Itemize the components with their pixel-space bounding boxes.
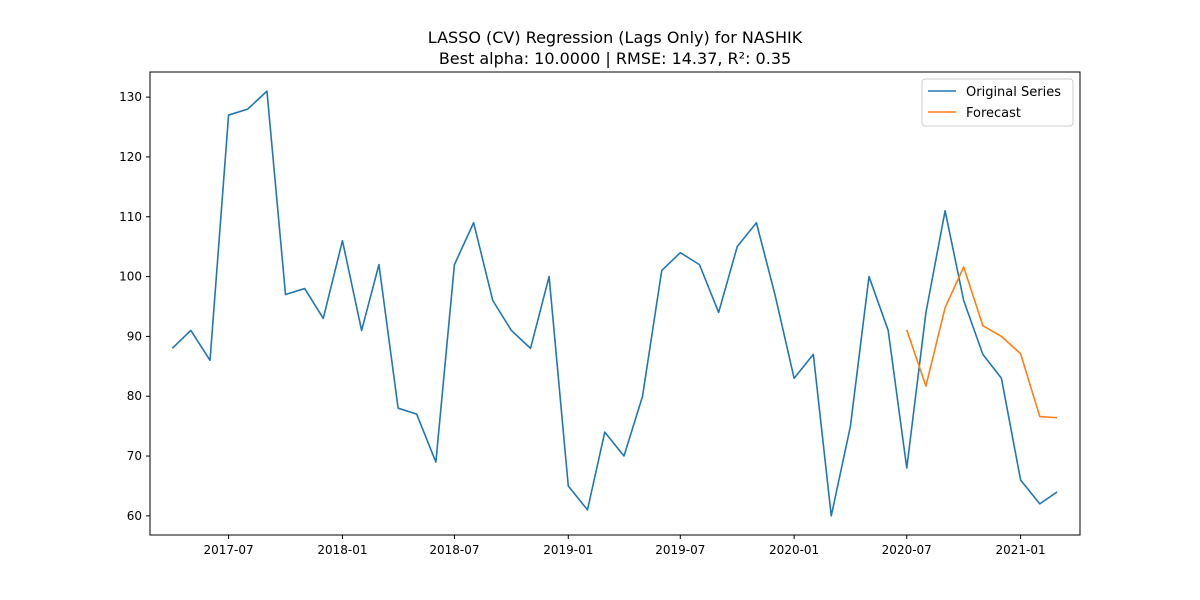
y-tick-label: 130 xyxy=(119,90,142,104)
chart-title: LASSO (CV) Regression (Lags Only) for NA… xyxy=(428,28,803,68)
x-tick-label: 2018-01 xyxy=(317,543,367,557)
legend-label-original-series: Original Series xyxy=(966,85,1061,100)
x-tick-label: 2017-07 xyxy=(204,543,254,557)
legend-box xyxy=(921,78,1074,127)
series-layer xyxy=(171,90,1058,517)
y-tick-label: 70 xyxy=(127,449,142,463)
legend-label-forecast: Forecast xyxy=(966,106,1021,121)
y-tick-label: 80 xyxy=(127,389,142,403)
plot-frame xyxy=(149,71,1081,536)
x-tick-label: 2019-07 xyxy=(655,543,705,557)
y-axis: 60 70 80 90 100 110 120 130 xyxy=(119,90,150,523)
chart-subtitle: Best alpha: 10.0000 | RMSE: 14.37, R²: 0… xyxy=(439,49,791,68)
x-tick-label: 2018-07 xyxy=(429,543,479,557)
y-tick-label: 90 xyxy=(127,329,142,343)
series-line-forecast xyxy=(905,266,1058,419)
x-tick-label: 2020-07 xyxy=(882,543,932,557)
y-tick-label: 120 xyxy=(119,150,142,164)
chart-title-line: LASSO (CV) Regression (Lags Only) for NA… xyxy=(428,28,803,47)
x-tick-label: 2019-01 xyxy=(543,543,593,557)
y-tick-label: 60 xyxy=(127,509,142,523)
x-axis: 2017-07 2018-01 2018-07 2019-01 2019-07 2020-… xyxy=(204,535,1046,557)
series-line-original-series xyxy=(171,90,1058,517)
y-tick-label: 110 xyxy=(119,210,142,224)
x-tick-label: 2020-01 xyxy=(769,543,819,557)
y-tick-label: 100 xyxy=(119,270,142,284)
legend: Original Series Forecast xyxy=(921,78,1074,127)
x-tick-label: 2021-01 xyxy=(996,543,1046,557)
